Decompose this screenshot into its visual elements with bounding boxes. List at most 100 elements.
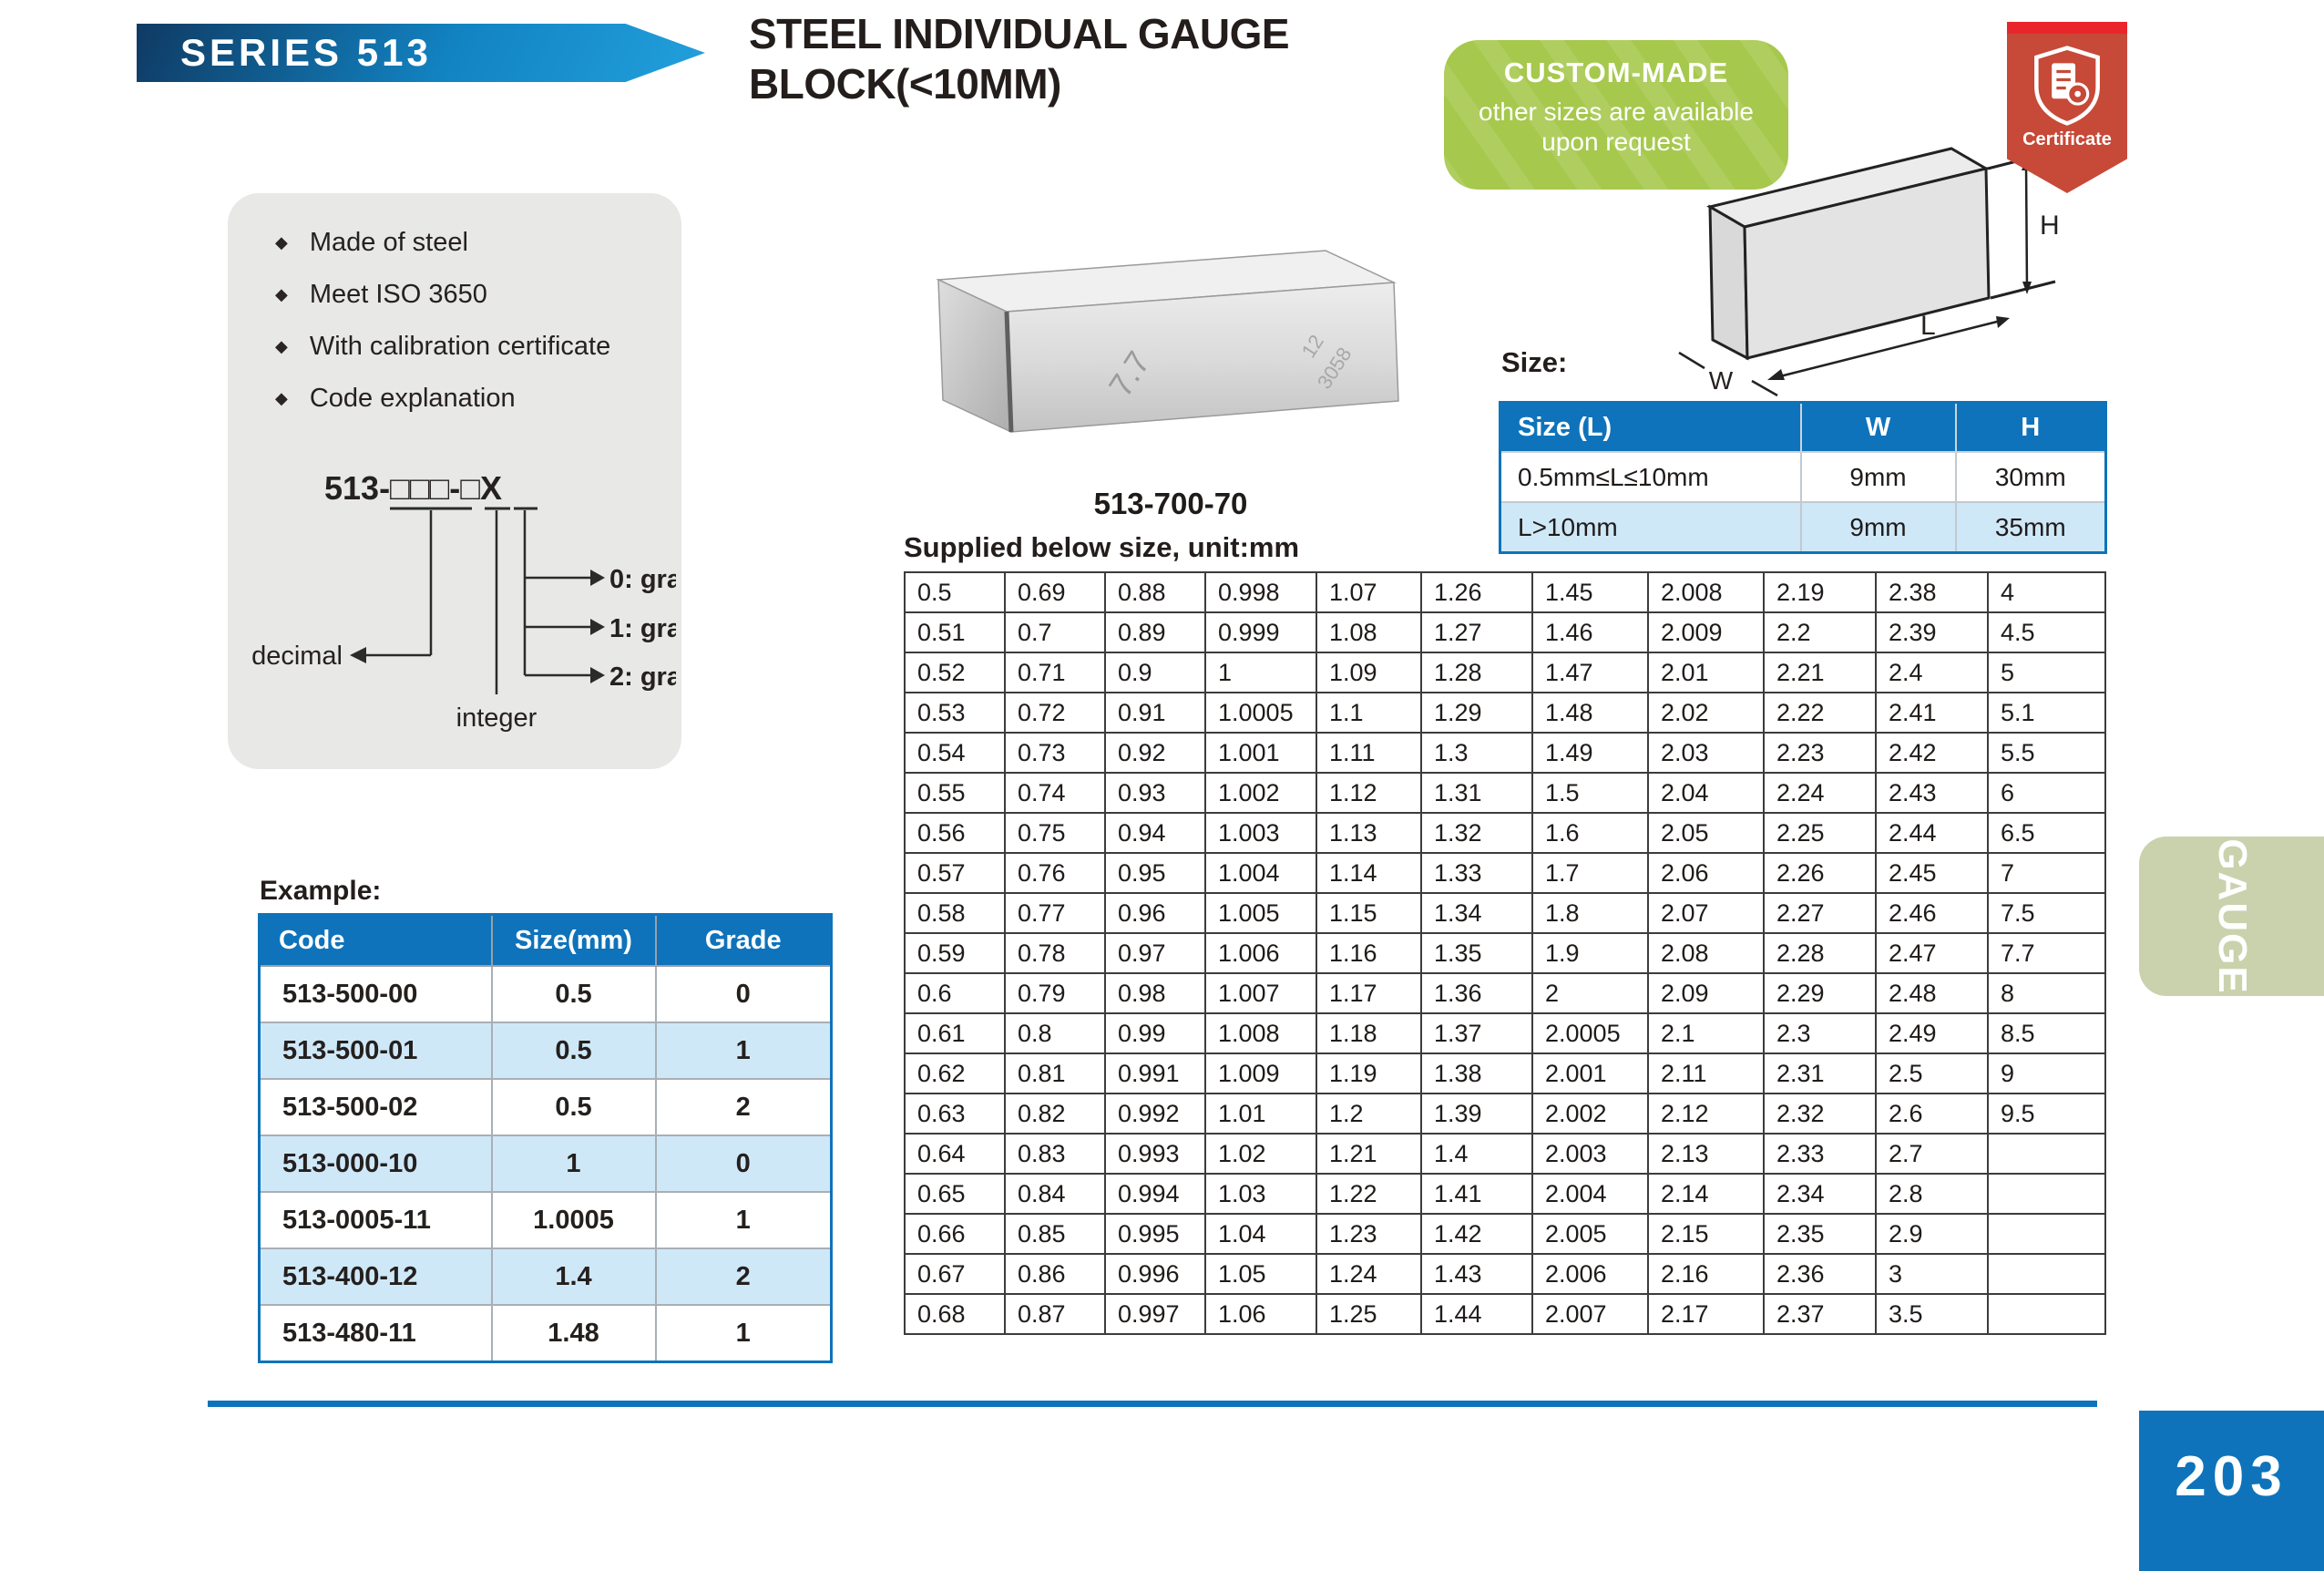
supplied-cell: 9 [1987, 1052, 2106, 1094]
supplied-cell: 1.32 [1420, 812, 1533, 854]
diamond-bullet-icon: ◆ [275, 233, 288, 252]
supplied-cell: 0.53 [904, 692, 1006, 734]
example-row: 513-500-02 0.5 2 [258, 1078, 833, 1136]
page-number: 203 [2139, 1411, 2324, 1571]
supplied-cell: 1.16 [1316, 932, 1422, 974]
supplied-cell: 1.004 [1204, 852, 1317, 894]
supplied-cell: 1.29 [1420, 692, 1533, 734]
custom-made-heading: CUSTOM-MADE [1503, 56, 1729, 88]
page-title: STEEL INDIVIDUAL GAUGE BLOCK(<10MM) [749, 9, 1441, 109]
decimal-label: decimal [251, 642, 343, 671]
supplied-cell: 0.991 [1104, 1052, 1206, 1094]
supplied-cell: 1.33 [1420, 852, 1533, 894]
supplied-cell: 1.02 [1204, 1133, 1317, 1175]
supplied-cell: 2.12 [1647, 1093, 1765, 1135]
supplied-cell: 1.44 [1420, 1293, 1533, 1335]
feature-text: Made of steel [309, 228, 468, 257]
supplied-cell: 0.88 [1104, 571, 1206, 613]
supplied-cell: 1.18 [1316, 1012, 1422, 1054]
feature-text: Meet ISO 3650 [309, 280, 487, 309]
example-row: 513-480-11 1.48 1 [258, 1304, 833, 1363]
supplied-row: 0.64 0.83 0.993 1.02 1.21 1.4 2.003 2.13 2.33 2.7 [904, 1133, 2106, 1175]
supplied-cell: 1.0005 [1204, 692, 1317, 734]
supplied-cell: 4.5 [1987, 611, 2106, 653]
footer-divider [208, 1401, 2097, 1407]
supplied-cell: 0.95 [1104, 852, 1206, 894]
supplied-cell: 5 [1987, 652, 2106, 693]
supplied-cell: 0.59 [904, 932, 1006, 974]
supplied-cell: 7.7 [1987, 932, 2106, 974]
supplied-cell: 0.995 [1104, 1213, 1206, 1255]
supplied-cell: 0.99 [1104, 1012, 1206, 1054]
supplied-cell: 0.8 [1004, 1012, 1106, 1054]
supplied-cell: 2.46 [1875, 892, 1989, 934]
supplied-cell: 0.64 [904, 1133, 1006, 1175]
supplied-cell: 2.003 [1531, 1133, 1649, 1175]
example-row: 513-000-10 1 0 [258, 1135, 833, 1193]
supplied-cell: 2.8 [1875, 1173, 1989, 1215]
example-code-cell: 513-480-11 [258, 1304, 493, 1363]
supplied-cell: 0.92 [1104, 732, 1206, 774]
code-explanation-diagram: 513-□□□-□X decimal integer 0: grade0 1: … [251, 469, 676, 733]
supplied-cell: 2.6 [1875, 1093, 1989, 1135]
section-tab-gauge: GAUGE [2139, 837, 2324, 996]
supplied-cell: 2.43 [1875, 772, 1989, 814]
supplied-row: 0.51 0.7 0.89 0.999 1.08 1.27 1.46 2.009 2.2 2.39… [904, 611, 2106, 653]
supplied-cell: 2.3 [1763, 1012, 1877, 1054]
example-size-cell: 0.5 [490, 1022, 657, 1080]
supplied-cell: 1.1 [1316, 692, 1422, 734]
supplied-cell: 1.26 [1420, 571, 1533, 613]
supplied-cell: 2.47 [1875, 932, 1989, 974]
supplied-row: 0.6 0.79 0.98 1.007 1.17 1.36 2 2.09 2.29 2.48 8 [904, 972, 2106, 1014]
supplied-cell: 0.62 [904, 1052, 1006, 1094]
supplied-cell: 1.35 [1420, 932, 1533, 974]
supplied-row: 0.66 0.85 0.995 1.04 1.23 1.42 2.005 2.15 2.35 2.… [904, 1213, 2106, 1255]
supplied-cell: 2.1 [1647, 1012, 1765, 1054]
supplied-cell: 4 [1987, 571, 2106, 613]
feature-list: ◆ Made of steel ◆ Meet ISO 3650 ◆ With calibr… [275, 228, 610, 436]
example-code-cell: 513-0005-11 [258, 1191, 493, 1249]
series-banner: SERIES 513 [137, 24, 705, 82]
supplied-cell: 2.008 [1647, 571, 1765, 613]
supplied-cell: 0.68 [904, 1293, 1006, 1335]
example-code-cell: 513-000-10 [258, 1135, 493, 1193]
supplied-cell: 2.006 [1531, 1253, 1649, 1295]
supplied-row: 0.62 0.81 0.991 1.009 1.19 1.38 2.001 2.11 2.31 2… [904, 1052, 2106, 1094]
supplied-cell: 2.39 [1875, 611, 1989, 653]
supplied-cell: 0.76 [1004, 852, 1106, 894]
supplied-cell: 0.65 [904, 1173, 1006, 1215]
example-code-cell: 513-400-12 [258, 1248, 493, 1306]
supplied-cell: 1.49 [1531, 732, 1649, 774]
supplied-cell: 1.36 [1420, 972, 1533, 1014]
size-section-label: Size: [1501, 346, 1568, 378]
supplied-cell: 0.992 [1104, 1093, 1206, 1135]
supplied-cell: 2.29 [1763, 972, 1877, 1014]
supplied-cell: 1.48 [1531, 692, 1649, 734]
supplied-cell: 1.05 [1204, 1253, 1317, 1295]
supplied-cell: 1 [1204, 652, 1317, 693]
supplied-cell: 2.9 [1875, 1213, 1989, 1255]
example-size-cell: 0.5 [490, 1078, 657, 1136]
supplied-cell: 0.999 [1204, 611, 1317, 653]
supplied-row: 0.58 0.77 0.96 1.005 1.15 1.34 1.8 2.07 2.27 2.46… [904, 892, 2106, 934]
supplied-cell: 2.22 [1763, 692, 1877, 734]
supplied-cell: 1.14 [1316, 852, 1422, 894]
supplied-cell: 6.5 [1987, 812, 2106, 854]
size-table-header-sizeL: Size (L) [1499, 401, 1802, 453]
supplied-cell: 1.04 [1204, 1213, 1317, 1255]
supplied-cell: 1.03 [1204, 1173, 1317, 1215]
supplied-cell: 1.06 [1204, 1293, 1317, 1335]
supplied-cell: 0.96 [1104, 892, 1206, 934]
example-label: Example: [260, 876, 382, 906]
integer-label: integer [456, 703, 537, 733]
supplied-cell: 2.16 [1647, 1253, 1765, 1295]
supplied-cell: 2.41 [1875, 692, 1989, 734]
example-row: 513-400-12 1.4 2 [258, 1248, 833, 1306]
supplied-cell: 1.41 [1420, 1173, 1533, 1215]
supplied-cell: 1.9 [1531, 932, 1649, 974]
size-range-cell: L>10mm [1499, 501, 1802, 554]
example-row: 513-500-00 0.5 0 [258, 965, 833, 1023]
supplied-cell: 1.6 [1531, 812, 1649, 854]
supplied-title: Supplied below size, unit:mm [904, 531, 1300, 563]
supplied-cell: 1.07 [1316, 571, 1422, 613]
